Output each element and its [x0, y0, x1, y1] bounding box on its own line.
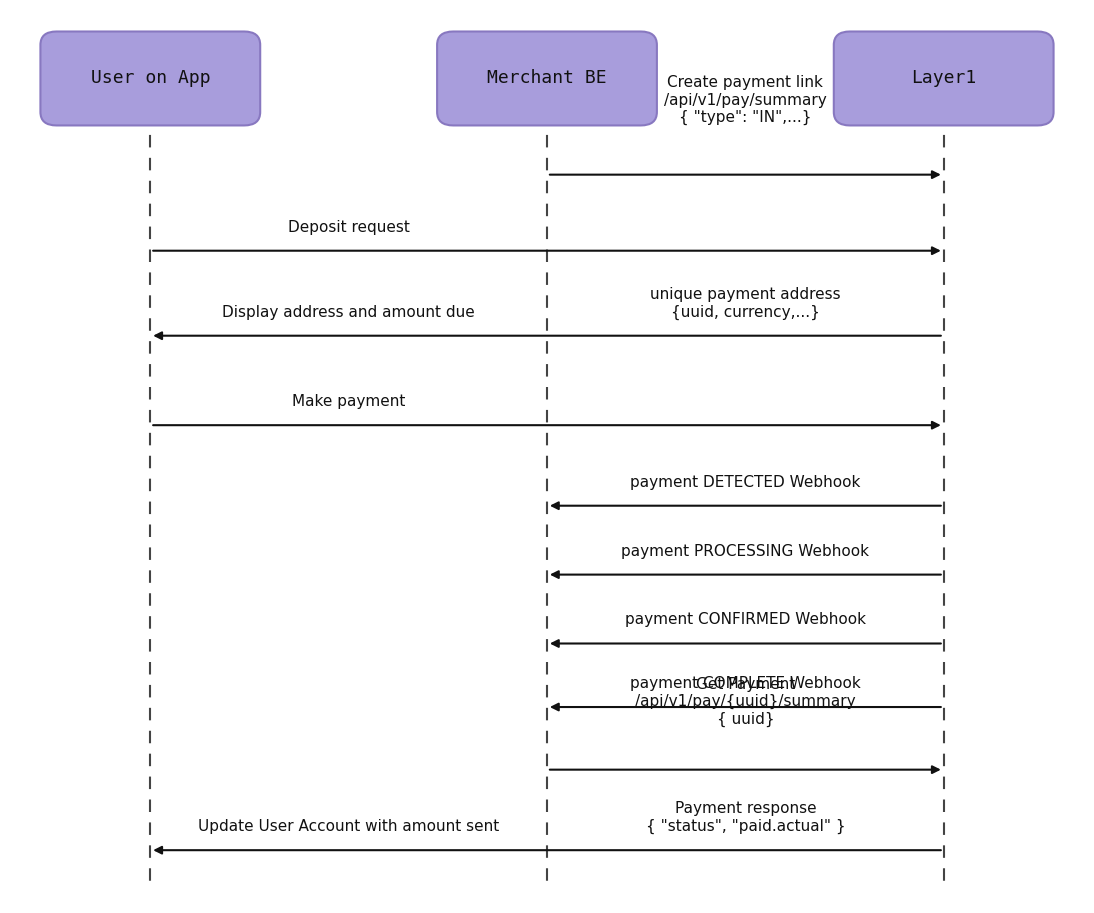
Text: payment CONFIRMED Webhook: payment CONFIRMED Webhook	[625, 613, 865, 627]
FancyBboxPatch shape	[40, 32, 260, 125]
Text: User on App: User on App	[91, 69, 210, 88]
Text: Display address and amount due: Display address and amount due	[222, 305, 475, 320]
Text: unique payment address
{uuid, currency,...}: unique payment address {uuid, currency,.…	[650, 287, 840, 320]
Text: Make payment: Make payment	[292, 394, 406, 409]
Text: Merchant BE: Merchant BE	[487, 69, 607, 88]
Text: payment COMPLETE Webhook: payment COMPLETE Webhook	[630, 676, 861, 691]
Text: payment PROCESSING Webhook: payment PROCESSING Webhook	[621, 543, 870, 559]
Text: Get Payment
/api/v1/pay/{uuid}/summary
{ uuid}: Get Payment /api/v1/pay/{uuid}/summary {…	[635, 677, 856, 727]
Text: Payment response
{ "status", "paid.actual" }: Payment response { "status", "paid.actua…	[645, 802, 846, 834]
Text: Deposit request: Deposit request	[288, 220, 409, 235]
Text: Update User Account with amount sent: Update User Account with amount sent	[198, 819, 499, 834]
Text: Create payment link
/api/v1/pay/summary
{ "type": "IN",...}: Create payment link /api/v1/pay/summary …	[664, 76, 827, 125]
FancyBboxPatch shape	[438, 32, 656, 125]
FancyBboxPatch shape	[834, 32, 1054, 125]
Text: Layer1: Layer1	[911, 69, 976, 88]
Text: payment DETECTED Webhook: payment DETECTED Webhook	[630, 475, 861, 489]
